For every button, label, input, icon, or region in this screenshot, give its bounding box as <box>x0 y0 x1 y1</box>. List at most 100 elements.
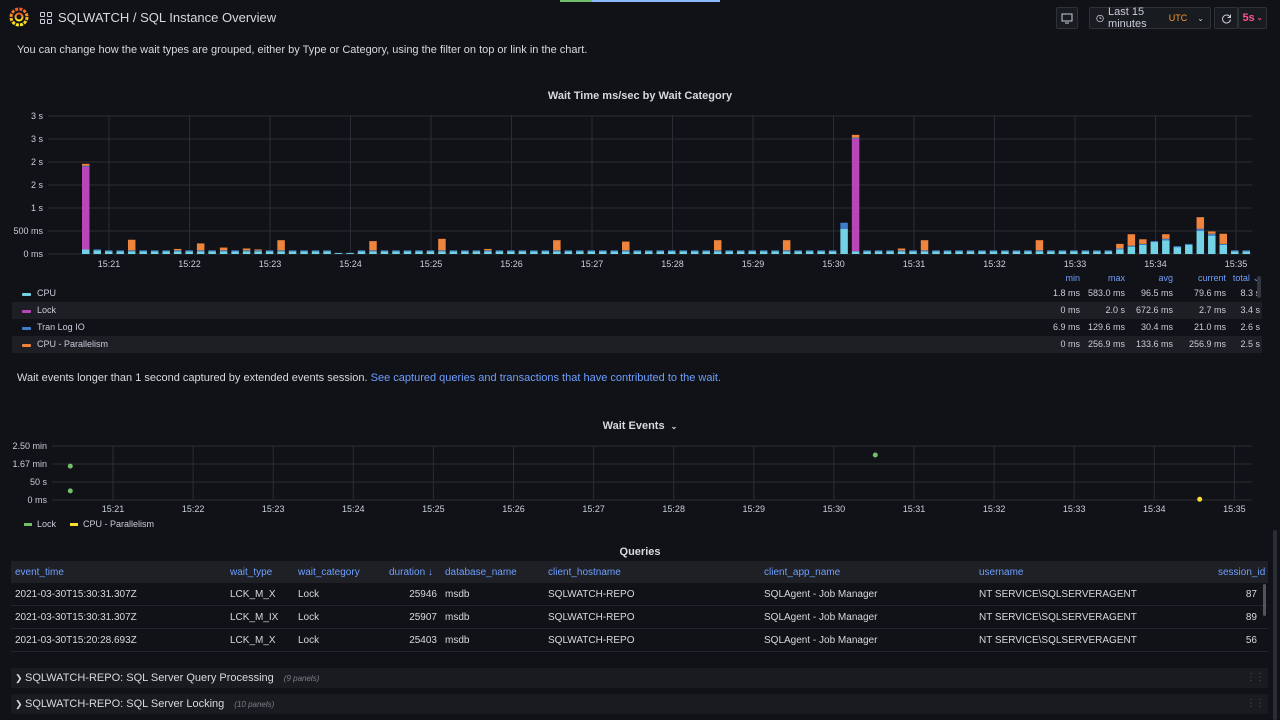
legend-header-current[interactable]: current <box>1197 273 1226 283</box>
bar-segment[interactable] <box>1058 251 1067 254</box>
bar-segment[interactable] <box>173 248 182 251</box>
bar-segment[interactable] <box>369 241 377 251</box>
bar-segment[interactable] <box>1208 235 1216 254</box>
bar-segment[interactable] <box>277 240 285 251</box>
bar-segment[interactable] <box>943 251 952 254</box>
bar-segment[interactable] <box>426 250 435 252</box>
bar-segment[interactable] <box>403 251 412 254</box>
bar-segment[interactable] <box>231 250 239 252</box>
bar-segment[interactable] <box>1047 250 1055 252</box>
bar-segment[interactable] <box>346 253 354 254</box>
bar-segment[interactable] <box>438 250 446 252</box>
bar-segment[interactable] <box>173 250 182 252</box>
bar-segment[interactable] <box>495 251 504 254</box>
bar-segment[interactable] <box>851 138 860 252</box>
bar-segment[interactable] <box>955 250 963 252</box>
bar-segment[interactable] <box>162 250 170 252</box>
bar-segment[interactable] <box>530 251 538 254</box>
bar-segment[interactable] <box>668 251 676 254</box>
bar-segment[interactable] <box>415 251 423 254</box>
bar-segment[interactable] <box>277 251 285 254</box>
bar-segment[interactable] <box>1116 249 1124 254</box>
bar-segment[interactable] <box>82 163 90 166</box>
bar-segment[interactable] <box>380 251 389 254</box>
bar-segment[interactable] <box>1185 244 1193 254</box>
bar-segment[interactable] <box>1219 233 1228 244</box>
bar-segment[interactable] <box>507 251 515 254</box>
refresh-interval-picker[interactable]: 5s ⌄ <box>1238 7 1267 29</box>
bar-segment[interactable] <box>1127 245 1136 247</box>
bar-segment[interactable] <box>242 250 251 252</box>
bar-segment[interactable] <box>725 250 733 252</box>
legend-header-avg[interactable]: avg <box>1158 273 1173 283</box>
col-session-id[interactable]: session_id <box>1218 567 1266 578</box>
bar-segment[interactable] <box>610 250 619 252</box>
bar-segment[interactable] <box>196 243 205 251</box>
bar-segment[interactable] <box>1139 244 1147 254</box>
bar-segment[interactable] <box>1116 243 1124 249</box>
bar-segment[interactable] <box>1127 234 1136 246</box>
bar-segment[interactable] <box>116 251 124 254</box>
bar-segment[interactable] <box>851 134 860 138</box>
bar-segment[interactable] <box>690 251 699 254</box>
bar-segment[interactable] <box>1208 231 1216 234</box>
bar-segment[interactable] <box>782 251 791 254</box>
bar-segment[interactable] <box>1196 231 1205 254</box>
legend-item-lock[interactable]: Lock <box>24 519 56 529</box>
bar-segment[interactable] <box>759 250 768 252</box>
bar-segment[interactable] <box>633 250 642 252</box>
bar-segment[interactable] <box>104 251 113 254</box>
bar-segment[interactable] <box>82 166 90 250</box>
bar-segment[interactable] <box>805 250 814 252</box>
bar-segment[interactable] <box>208 250 216 252</box>
bar-segment[interactable] <box>1035 250 1044 252</box>
bar-segment[interactable] <box>426 251 435 254</box>
bar-segment[interactable] <box>254 250 262 252</box>
bar-segment[interactable] <box>415 250 423 252</box>
bar-segment[interactable] <box>1242 251 1250 254</box>
bar-segment[interactable] <box>966 251 975 254</box>
bar-segment[interactable] <box>1185 243 1193 245</box>
bar-segment[interactable] <box>679 250 687 252</box>
bar-segment[interactable] <box>622 250 630 252</box>
bar-segment[interactable] <box>139 251 147 254</box>
bar-segment[interactable] <box>840 228 848 254</box>
col-client-app-name[interactable]: client_app_name <box>764 567 841 578</box>
bar-segment[interactable] <box>162 251 170 254</box>
bar-segment[interactable] <box>1139 243 1147 245</box>
bar-segment[interactable] <box>1081 250 1090 252</box>
bar-segment[interactable] <box>311 251 320 254</box>
bar-segment[interactable] <box>759 251 768 254</box>
bar-segment[interactable] <box>357 250 366 252</box>
bar-segment[interactable] <box>334 253 343 254</box>
bar-segment[interactable] <box>139 250 147 252</box>
bar-segment[interactable] <box>1104 250 1113 252</box>
wait-time-chart[interactable]: 3 s 3 s 2 s 2 s 1 s 500 ms 0 ms 15:21 15:22 15:23… <box>0 108 1280 298</box>
bar-segment[interactable] <box>265 250 274 252</box>
bar-segment[interactable] <box>127 251 136 254</box>
bar-segment[interactable] <box>920 240 929 251</box>
bar-segment[interactable] <box>449 251 458 254</box>
bar-segment[interactable] <box>955 251 963 254</box>
bar-segment[interactable] <box>989 251 998 254</box>
grafana-logo-icon[interactable] <box>9 7 29 27</box>
bar-segment[interactable] <box>93 250 101 254</box>
bar-segment[interactable] <box>93 249 101 251</box>
captured-queries-link[interactable]: See captured queries and transactions th… <box>370 372 722 384</box>
bar-segment[interactable] <box>1242 250 1250 252</box>
bar-segment[interactable] <box>1173 246 1182 248</box>
bar-segment[interactable] <box>323 250 331 252</box>
bar-segment[interactable] <box>242 248 251 251</box>
dashboards-grid-icon[interactable] <box>40 12 52 24</box>
bar-segment[interactable] <box>1070 250 1078 252</box>
bar-segment[interactable] <box>794 251 802 254</box>
legend-header-max[interactable]: max <box>1107 273 1125 283</box>
bar-segment[interactable] <box>265 251 274 254</box>
bar-segment[interactable] <box>495 250 504 252</box>
bar-segment[interactable] <box>943 250 952 252</box>
data-point[interactable] <box>872 452 878 458</box>
bar-segment[interactable] <box>1081 251 1090 254</box>
bar-segment[interactable] <box>461 250 469 252</box>
bar-segment[interactable] <box>196 251 205 254</box>
bar-segment[interactable] <box>1035 240 1044 251</box>
